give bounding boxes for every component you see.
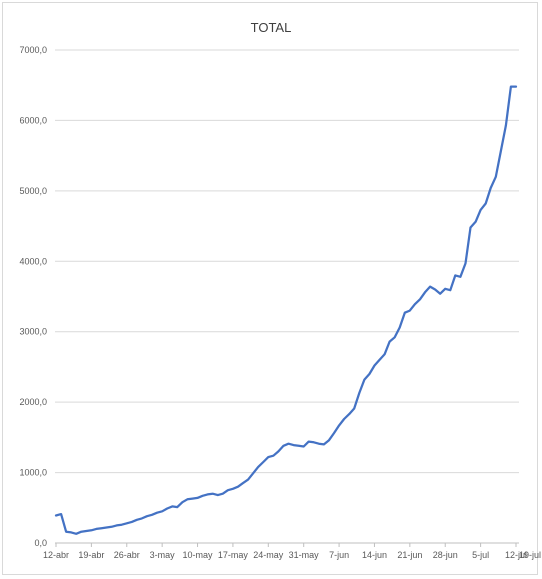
x-tick-label: 17-may: [218, 550, 249, 560]
series-line-total: [54, 85, 518, 535]
x-tick-label: 28-jun: [433, 550, 458, 560]
x-axis-tick-labels: 12-abr 19-abr 26-abr 3-may 10-may 17-may 24-ma…: [43, 543, 541, 560]
y-tick-label: 5000,0: [19, 186, 47, 196]
y-tick-label: 3000,0: [19, 327, 47, 337]
y-tick-label: 0,0: [34, 538, 47, 548]
x-tick-label: 12-abr: [43, 550, 69, 560]
x-tick-label: 21-jun: [397, 550, 422, 560]
x-tick-label: 5-jul: [472, 550, 489, 560]
x-tick-label: 31-may: [289, 550, 320, 560]
y-tick-label: 1000,0: [19, 468, 47, 478]
y-axis-tick-labels: 0,0 1000,0 2000,0 3000,0 4000,0 5000,0 6000,0 7…: [19, 45, 47, 548]
chart-title: TOTAL: [250, 20, 292, 35]
y-tick-label: 6000,0: [19, 115, 47, 125]
x-tick-label: 7-jun: [329, 550, 349, 560]
gridlines: [55, 49, 519, 474]
series-group: [54, 85, 518, 535]
x-tick-label: 26-abr: [114, 550, 140, 560]
x-tick-label: 19-abr: [78, 550, 104, 560]
x-tick-label: 19-jul: [519, 550, 541, 560]
y-tick-label: 7000,0: [19, 45, 47, 55]
x-tick-label: 10-may: [183, 550, 214, 560]
chart-frame: [2, 2, 538, 575]
x-tick-label: 24-may: [253, 550, 284, 560]
y-tick-label: 4000,0: [19, 256, 47, 266]
x-tick-label: 14-jun: [362, 550, 387, 560]
y-tick-label: 2000,0: [19, 397, 47, 407]
x-tick-label: 3-may: [150, 550, 176, 560]
x-tick-label: 12-jul: [505, 550, 527, 560]
